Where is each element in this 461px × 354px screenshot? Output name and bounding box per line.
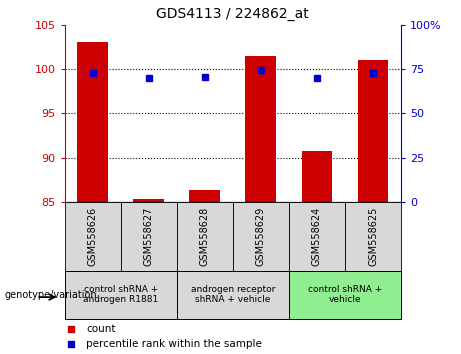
Text: control shRNA +
vehicle: control shRNA + vehicle: [308, 285, 382, 304]
Bar: [65, 202, 121, 271]
Bar: [289, 271, 401, 319]
Text: GSM558629: GSM558629: [256, 207, 266, 266]
Text: genotype/variation: genotype/variation: [5, 290, 97, 300]
Bar: [121, 202, 177, 271]
Text: androgen receptor
shRNA + vehicle: androgen receptor shRNA + vehicle: [190, 285, 275, 304]
Text: GSM558625: GSM558625: [368, 207, 378, 266]
Text: GSM558626: GSM558626: [88, 207, 98, 266]
Text: GSM558628: GSM558628: [200, 207, 210, 266]
Text: control shRNA +
androgen R1881: control shRNA + androgen R1881: [83, 285, 158, 304]
Text: count: count: [86, 324, 116, 334]
Bar: [233, 202, 289, 271]
Bar: [189, 190, 220, 202]
Bar: [77, 42, 108, 202]
Bar: [289, 202, 345, 271]
Bar: [177, 202, 233, 271]
Text: GSM558624: GSM558624: [312, 207, 322, 266]
Bar: [345, 202, 401, 271]
Bar: [65, 271, 177, 319]
Bar: [245, 56, 276, 202]
Title: GDS4113 / 224862_at: GDS4113 / 224862_at: [156, 7, 309, 21]
Bar: [358, 60, 389, 202]
Bar: [301, 151, 332, 202]
Text: percentile rank within the sample: percentile rank within the sample: [86, 339, 262, 349]
Bar: [133, 199, 164, 202]
Bar: [177, 271, 289, 319]
Text: GSM558627: GSM558627: [144, 207, 154, 266]
